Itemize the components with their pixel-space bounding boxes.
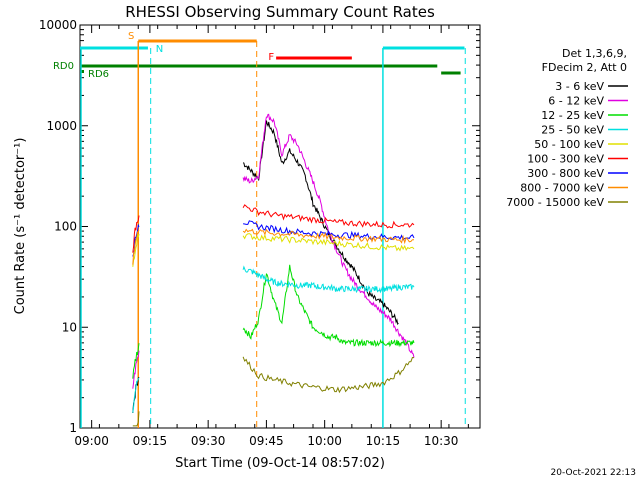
y-tick-label: 10 bbox=[62, 320, 77, 334]
x-tick-label: 09:45 bbox=[249, 434, 284, 448]
x-tick-label: 10:00 bbox=[307, 434, 342, 448]
y-axis-label: Count Rate (s⁻¹ detector⁻¹) bbox=[13, 138, 28, 315]
series-pre-segment-4 bbox=[132, 233, 140, 267]
series-pre-segment-7 bbox=[132, 229, 140, 265]
x-tick-label: 09:00 bbox=[74, 434, 109, 448]
legend-entry-label: 25 - 50 keV bbox=[541, 124, 604, 137]
legend-entry-label: 7000 - 15000 keV bbox=[506, 196, 604, 209]
saa-label: S bbox=[128, 31, 134, 42]
series-line-8 bbox=[242, 356, 415, 394]
series-line-3 bbox=[242, 265, 415, 294]
timestamp-label: 20-Oct-2021 22:13 bbox=[551, 468, 636, 478]
rd0-label: RD0 bbox=[53, 61, 74, 72]
x-tick-label: 10:30 bbox=[424, 434, 459, 448]
series-pre-segment-8 bbox=[132, 411, 140, 427]
legend-header: Det 1,3,6,9, bbox=[562, 47, 627, 60]
legend-entry-label: 6 - 12 keV bbox=[548, 95, 604, 108]
series-pre-segment-2 bbox=[132, 343, 140, 379]
x-tick-label: 09:15 bbox=[133, 434, 168, 448]
chart-title: RHESSI Observing Summary Count Rates bbox=[125, 3, 435, 21]
x-tick-label: 09:30 bbox=[191, 434, 226, 448]
series-line-2 bbox=[242, 264, 415, 348]
series-line-4 bbox=[242, 233, 415, 252]
series-pre-segment-1 bbox=[132, 350, 140, 389]
legend-entry-label: 100 - 300 keV bbox=[527, 153, 604, 166]
series-line-1 bbox=[242, 113, 415, 358]
y-tick-label: 1000 bbox=[46, 119, 77, 133]
series-line-5 bbox=[242, 204, 415, 229]
series-line-7 bbox=[242, 228, 414, 245]
rd6-label: RD6 bbox=[88, 69, 109, 80]
series-line-0 bbox=[242, 120, 399, 326]
legend-entry-label: 800 - 7000 keV bbox=[520, 182, 604, 195]
legend-header: FDecim 2, Att 0 bbox=[542, 61, 627, 74]
flare-label: F bbox=[268, 52, 274, 63]
series-line-6 bbox=[243, 220, 415, 241]
plot-frame bbox=[79, 24, 481, 429]
rd6-marker bbox=[81, 70, 84, 73]
legend-entry-label: 50 - 100 keV bbox=[534, 138, 604, 151]
y-tick-label: 1 bbox=[69, 421, 77, 435]
y-tick-label: 10000 bbox=[39, 18, 77, 32]
y-tick-label: 100 bbox=[54, 220, 77, 234]
x-tick-label: 10:15 bbox=[366, 434, 401, 448]
series-pre-segment-5 bbox=[132, 215, 140, 253]
legend-entry-label: 3 - 6 keV bbox=[555, 80, 604, 93]
series-pre-segment-3 bbox=[132, 377, 140, 413]
legend-entry-label: 300 - 800 keV bbox=[527, 167, 604, 180]
x-axis-label: Start Time (09-Oct-14 08:57:02) bbox=[175, 456, 385, 471]
legend-entry-label: 12 - 25 keV bbox=[541, 109, 604, 122]
night-label: N bbox=[156, 44, 163, 55]
